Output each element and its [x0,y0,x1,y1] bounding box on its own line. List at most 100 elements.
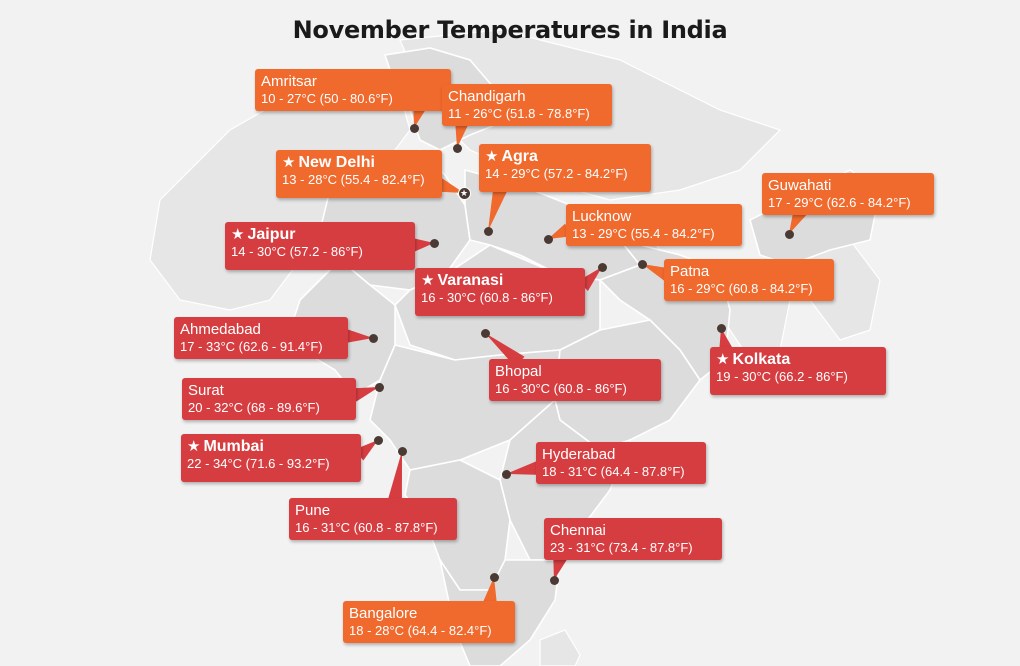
city-marker-patna [637,259,647,269]
city-label-lucknow: Lucknow 13 - 29°C (55.4 - 84.2°F) [566,204,742,246]
city-name-text: Patna [670,263,710,280]
city-temperature: 17 - 29°C (62.6 - 84.2°F) [768,195,911,210]
city-name-text: Surat [188,382,224,399]
city-name: ★ Jaipur [231,226,409,243]
city-label-chennai: Chennai 23 - 31°C (73.4 - 87.8°F) [544,518,722,560]
connector-patna [642,264,671,282]
city-label-agra: ★ Agra 14 - 29°C (57.2 - 84.2°F) [479,144,651,192]
city-marker-chennai [549,575,559,585]
city-temperature: 22 - 34°C (71.6 - 93.2°F) [187,456,330,471]
connector-lucknow [548,223,571,239]
city-label-chandigarh: Chandigarh 11 - 26°C (51.8 - 78.8°F) [442,84,612,126]
city-marker-bangalore [489,572,499,582]
city-name-text: Chennai [550,522,606,539]
city-temperature: 18 - 28°C (64.4 - 82.4°F) [349,623,492,638]
connector-surat [351,387,379,402]
connector-jaipur [412,238,434,252]
city-temperature: 16 - 31°C (60.8 - 87.8°F) [295,520,438,535]
connector-guwahati [789,208,807,234]
city-temperature: 16 - 30°C (60.8 - 86°F) [421,290,553,305]
city-label-ahmedabad: Ahmedabad 17 - 33°C (62.6 - 91.4°F) [174,317,348,359]
city-label-surat: Surat 20 - 32°C (68 - 89.6°F) [182,378,356,420]
city-marker-varanasi [597,262,607,272]
capital-marker-icon: ★ [457,186,471,200]
city-label-jaipur: ★ Jaipur 14 - 30°C (57.2 - 86°F) [225,222,415,270]
city-temperature: 13 - 29°C (55.4 - 84.2°F) [572,226,715,241]
city-name: Bangalore [349,605,509,622]
city-name-text: Hyderabad [542,446,616,463]
city-name-text: Bangalore [349,605,418,622]
city-name-text: Guwahati [768,177,832,194]
city-marker-jaipur [429,238,439,248]
city-temperature: 23 - 31°C (73.4 - 87.8°F) [550,540,693,555]
city-name: Bhopal [495,363,655,380]
connector-hyderabad [506,461,540,475]
connector-bangalore [483,577,497,605]
city-name: ★ Mumbai [187,438,355,455]
city-name: ★ Kolkata [716,351,880,368]
city-temperature: 14 - 29°C (57.2 - 84.2°F) [485,166,628,181]
city-name: Surat [188,382,350,399]
star-icon: ★ [421,272,435,289]
city-name: Chennai [550,522,716,539]
city-name-text: Amritsar [261,73,317,90]
star-icon: ★ [187,438,201,455]
map-title: November Temperatures in India [292,16,728,44]
city-label-varanasi: ★ Varanasi 16 - 30°C (60.8 - 86°F) [415,268,585,316]
city-name: ★ Agra [485,148,645,165]
connector-bhopal [485,333,525,368]
city-temperature: 13 - 28°C (55.4 - 82.4°F) [282,172,425,187]
city-marker-chandigarh [452,143,462,153]
connector-ahmedabad [345,329,373,343]
city-marker-amritsar [409,123,419,133]
city-temperature: 11 - 26°C (51.8 - 78.8°F) [448,106,590,121]
star-icon: ★ [282,154,296,171]
city-name-text: Ahmedabad [180,321,261,338]
city-marker-guwahati [784,229,794,239]
city-name-text: Agra [501,148,538,165]
city-marker-bhopal [480,328,490,338]
city-name-text: Mumbai [203,438,264,455]
city-name: Guwahati [768,177,928,194]
city-label-pune: Pune 16 - 31°C (60.8 - 87.8°F) [289,498,457,540]
city-marker-agra [483,226,493,236]
star-icon: ★ [485,148,499,165]
city-name: ★ New Delhi [282,154,436,171]
city-name: Chandigarh [448,88,606,105]
city-name-text: Jaipur [247,226,296,243]
city-temperature: 17 - 33°C (62.6 - 91.4°F) [180,339,323,354]
city-temperature: 14 - 30°C (57.2 - 86°F) [231,244,363,259]
city-label-new-delhi: ★ New Delhi 13 - 28°C (55.4 - 82.4°F) [276,150,442,198]
city-name: Pune [295,502,451,519]
city-marker-kolkata [716,323,726,333]
city-name-text: Pune [295,502,331,519]
city-label-mumbai: ★ Mumbai 22 - 34°C (71.6 - 93.2°F) [181,434,361,482]
city-name: ★ Varanasi [421,272,579,289]
city-label-bhopal: Bhopal 16 - 30°C (60.8 - 86°F) [489,359,661,401]
connector-pune [388,451,402,501]
city-name-text: Bhopal [495,363,542,380]
city-temperature: 19 - 30°C (66.2 - 86°F) [716,369,848,384]
city-label-guwahati: Guwahati 17 - 29°C (62.6 - 84.2°F) [762,173,934,215]
city-temperature: 18 - 31°C (64.4 - 87.8°F) [542,464,685,479]
city-name-text: Kolkata [732,351,791,368]
city-marker-mumbai [373,435,383,445]
city-marker-hyderabad [501,469,511,479]
connector-new-delhi [437,178,464,193]
city-temperature: 16 - 29°C (60.8 - 84.2°F) [670,281,813,296]
city-label-patna: Patna 16 - 29°C (60.8 - 84.2°F) [664,259,834,301]
city-name-text: Varanasi [437,272,504,289]
city-marker-surat [374,382,384,392]
city-marker-pune [397,446,407,456]
connector-agra [488,188,507,231]
city-label-kolkata: ★ Kolkata 19 - 30°C (66.2 - 86°F) [710,347,886,395]
connector-chennai [553,556,567,580]
city-label-amritsar: Amritsar 10 - 27°C (50 - 80.6°F) [255,69,451,111]
city-name: Patna [670,263,828,280]
city-temperature: 20 - 32°C (68 - 89.6°F) [188,400,320,415]
city-label-bangalore: Bangalore 18 - 28°C (64.4 - 82.4°F) [343,601,515,643]
city-name: Amritsar [261,73,445,90]
city-marker-lucknow [543,234,553,244]
city-name-text: Lucknow [572,208,632,225]
city-temperature: 16 - 30°C (60.8 - 86°F) [495,381,627,396]
